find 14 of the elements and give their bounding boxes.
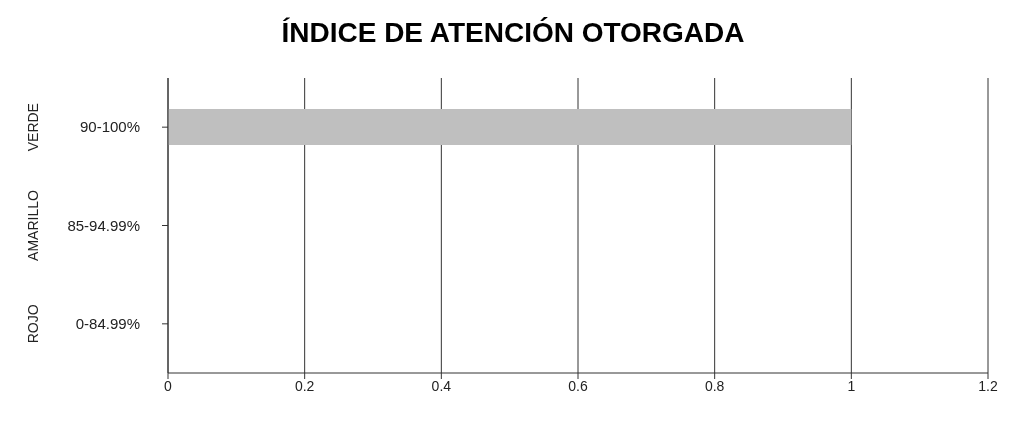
y-tick-label: 85-94.99% <box>67 216 140 234</box>
text: ROJO <box>25 304 41 344</box>
text: AMARILLO <box>25 190 41 261</box>
text: VERDE <box>25 103 41 152</box>
x-tick-label: 1 <box>847 377 856 394</box>
x-tick-label: 0.8 <box>704 377 725 394</box>
x-tick-label: 1.2 <box>978 377 998 394</box>
chart-title: ÍNDICE DE ATENCIÓN OTORGADA <box>280 16 746 50</box>
x-tick-label: 0.4 <box>431 377 452 394</box>
y-tick-label: 0-84.99% <box>75 314 140 332</box>
y-tick-label: 90-100% <box>79 118 140 136</box>
x-tick-label: 0.2 <box>294 377 315 394</box>
x-tick-label: 0 <box>164 377 173 394</box>
x-tick-label: 0.6 <box>568 377 588 394</box>
